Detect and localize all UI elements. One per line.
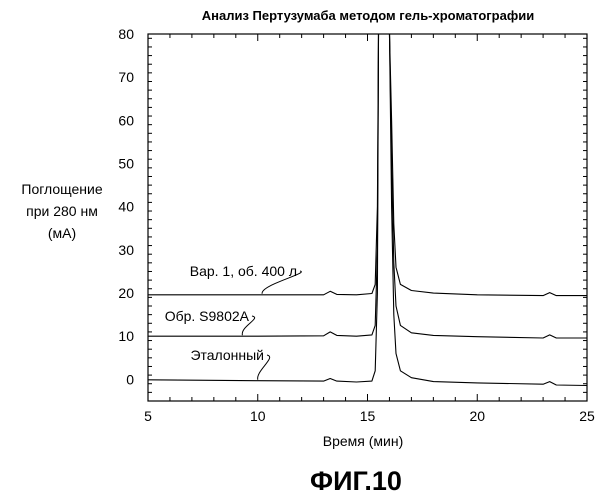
figure-label: ФИГ.10: [310, 466, 402, 496]
annotation-leader-3: [257, 354, 270, 380]
y-tick-label: 60: [118, 112, 134, 128]
series-lines: [148, 34, 587, 387]
x-tick-label: 25: [579, 408, 595, 424]
x-tick-label: 20: [469, 408, 485, 424]
y-tick-label: 10: [118, 328, 134, 344]
series-line-2: [148, 34, 587, 339]
annotation-label-1: Вар. 1, об. 400 л: [190, 263, 297, 279]
chart-title: Анализ Пертузумаба методом гель-хроматог…: [202, 8, 534, 23]
annotation-label-3: Эталонный: [190, 347, 264, 363]
y-tick-label: 80: [118, 26, 134, 42]
series-line-1: [148, 34, 587, 297]
x-axis-label: Время (мин): [323, 433, 404, 449]
annotation-leader-1: [261, 270, 302, 294]
y-tick-label: 20: [118, 285, 134, 301]
y-axis-label-line-3: (мА): [48, 225, 76, 241]
x-tick-label: 15: [360, 408, 376, 424]
series-annotations: Вар. 1, об. 400 л Обр. S9802A Эталонный: [165, 263, 302, 380]
x-tick-label: 5: [144, 408, 152, 424]
plot-frame: [147, 33, 588, 402]
y-tick-label: 40: [118, 199, 134, 215]
y-axis-label: Поглощение при 280 нм (мА): [21, 181, 102, 241]
y-tick-label: 50: [118, 156, 134, 172]
y-tick-label: 30: [118, 242, 134, 258]
x-tick-label: 10: [250, 408, 266, 424]
series-line-3: [148, 34, 587, 387]
annotation-label-2: Обр. S9802A: [165, 308, 250, 324]
y-tick-label: 0: [126, 371, 134, 387]
y-tick-label: 70: [118, 69, 134, 85]
y-axis-label-line-2: при 280 нм: [26, 203, 98, 219]
x-axis-ticks: 5 10 15 20 25: [144, 34, 595, 424]
y-axis-label-line-1: Поглощение: [21, 181, 102, 197]
annotation-leader-2: [241, 315, 255, 336]
y-axis-ticks: 0 10 20 30 40 50 60 70 80: [118, 26, 587, 402]
